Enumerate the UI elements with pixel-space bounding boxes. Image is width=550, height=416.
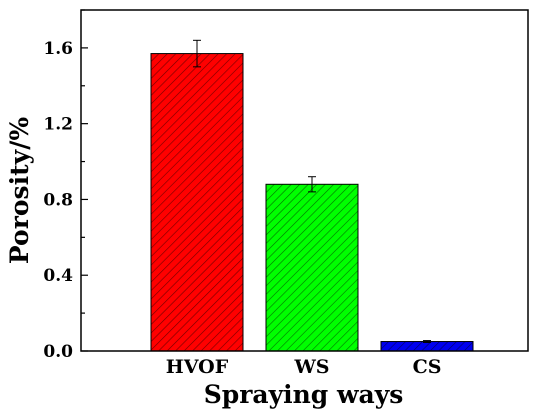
x-category-labels: HVOF WS CS: [166, 356, 442, 378]
x-tick-label-ws: WS: [293, 356, 329, 378]
bar-hvof: [150, 53, 244, 352]
bar-hatch-hvof: [150, 53, 244, 352]
y-axis-title: Porosity/%: [5, 117, 34, 264]
error-bar-hvof: [193, 39, 201, 68]
x-axis-title: Spraying ways: [204, 380, 404, 409]
x-tick-label-hvof: HVOF: [166, 356, 229, 378]
y-tick-label: 0.4: [43, 266, 73, 286]
y-tick-label: 1.6: [43, 39, 73, 59]
y-tick-label: 1.2: [43, 115, 73, 135]
error-bars-group: [193, 39, 431, 343]
y-tick-label: 0.8: [43, 190, 73, 210]
error-bar-cs: [423, 340, 431, 343]
error-bar-ws: [308, 176, 316, 193]
plot-frame: [80, 9, 529, 352]
bar-hatch-ws: [265, 183, 359, 352]
bar-ws: [265, 183, 359, 352]
y-axis-ticks: 0.0 0.4 0.8 1.2 1.6: [43, 9, 88, 362]
y-tick-label: 0.0: [43, 342, 73, 362]
x-tick-label-cs: CS: [413, 356, 442, 378]
bars-group: [150, 53, 474, 352]
